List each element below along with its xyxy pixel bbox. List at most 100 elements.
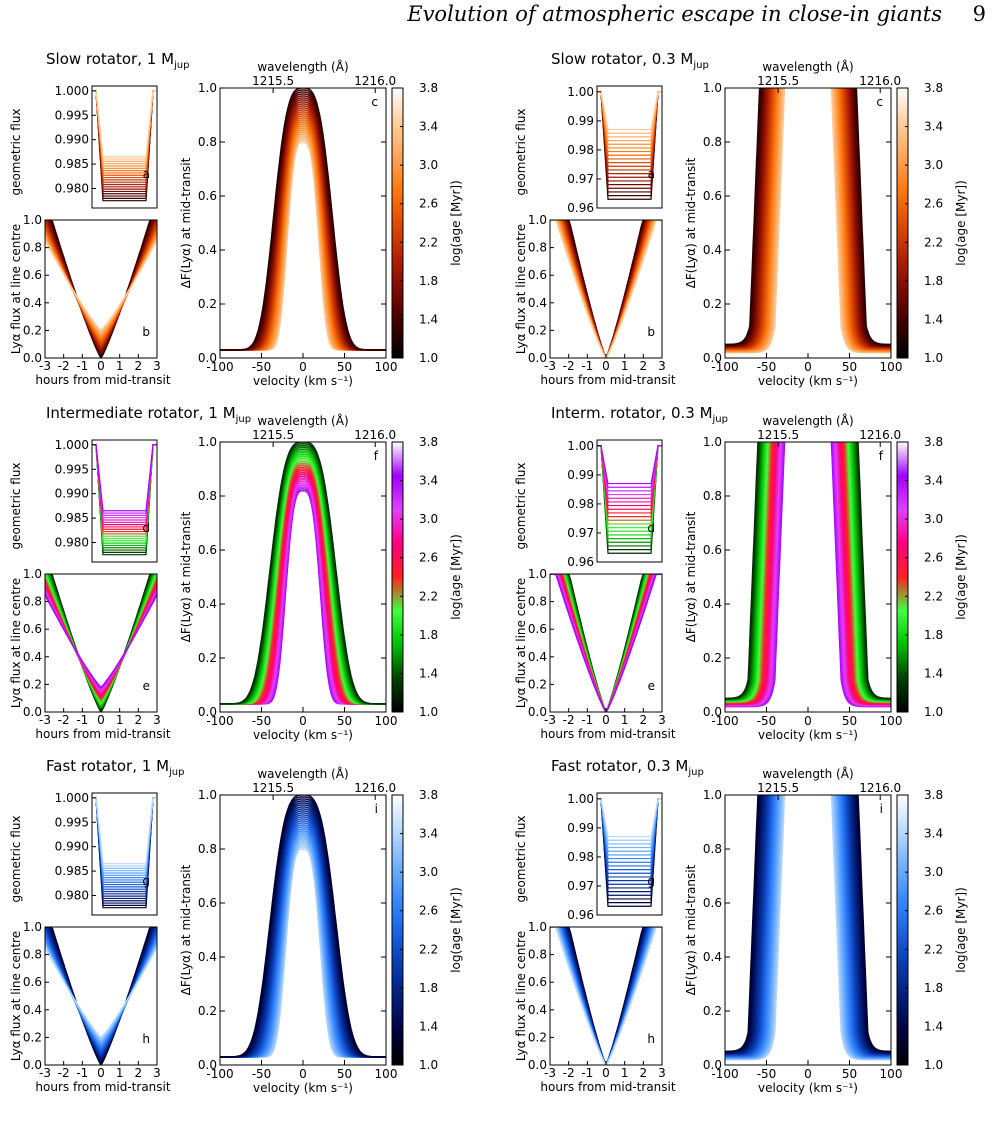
lya-ytick-label: 0.8 [528, 595, 547, 609]
velocity-profile [220, 453, 386, 705]
lya-curve [45, 594, 157, 689]
lya-ytick-label: 0.8 [23, 948, 42, 962]
geo-ytick-label: 0.99 [567, 114, 594, 128]
velocity-profile [220, 828, 386, 1058]
main-ytick-label: 0.0 [703, 351, 722, 365]
main-ytick-label: 0.8 [198, 489, 217, 503]
lya-ytick-label: 0.6 [528, 622, 547, 636]
geo-lines [92, 444, 157, 556]
colorbar-label: log(age [Myr]) [954, 887, 968, 973]
lya-xtick-label: 3 [658, 713, 666, 727]
main-xlabel: velocity (km s⁻¹) [253, 728, 353, 742]
panel-slow-1mjup: Slow rotator, 1 Mjup1.0000.9950.9900.985… [9, 50, 463, 388]
velocity-profile [220, 838, 386, 1058]
velocity-profile [725, 442, 891, 702]
geo-ytick-label: 0.97 [567, 879, 594, 893]
page-number: 9 [972, 2, 986, 26]
main-ytick-label: 0.2 [198, 651, 217, 665]
colorbar-tick-label: 2.6 [419, 197, 438, 211]
main-panel-letter: f [879, 449, 884, 463]
main-xtick-label: 50 [842, 360, 857, 374]
geo-ytick-label: 0.96 [567, 555, 594, 569]
lya-ytick-label: 1.0 [528, 567, 547, 581]
geo-panel-letter: g [142, 874, 150, 888]
lya-ytick-label: 0.2 [528, 677, 547, 691]
velocity-profile [220, 125, 386, 351]
geo-ytick-label: 1.00 [567, 792, 594, 806]
main-top-label: wavelength (Å) [257, 413, 348, 428]
colorbar-tick-label: 1.4 [924, 312, 943, 326]
lya-xtick-label: 1 [621, 1066, 629, 1080]
panel-title-sub: jup [692, 60, 708, 71]
geo-ytick-label: 0.98 [567, 143, 594, 157]
lya-xtick-label: -2 [563, 713, 575, 727]
geo-transit-curve [597, 445, 662, 485]
geo-frame [596, 85, 663, 209]
lya-curve [550, 574, 662, 712]
velocity-profile [220, 113, 386, 351]
geo-frame [596, 792, 663, 916]
panel-title-sub: jup [712, 414, 728, 425]
geo-ytick-label: 0.995 [55, 108, 89, 122]
lya-curve [45, 221, 157, 348]
geo-ylabel: geometric flux [9, 462, 23, 549]
colorbar-tick-label: 1.0 [924, 351, 943, 365]
main-panel-letter: c [371, 95, 378, 109]
colorbar-tick-label: 3.8 [924, 81, 943, 95]
main-top-tick-label: 1216.0 [859, 781, 901, 795]
main-ytick-label: 0.2 [198, 297, 217, 311]
panel-title-sub: jup [168, 767, 184, 778]
velocity-profile [725, 442, 891, 700]
colorbar-tick-label: 3.4 [924, 827, 943, 841]
lya-lines [45, 927, 157, 1065]
main-ytick-label: 1.0 [198, 435, 217, 449]
geo-ytick-label: 1.000 [55, 791, 89, 805]
lya-ytick-label: 0.6 [23, 975, 42, 989]
main-xtick-label: 0 [804, 714, 812, 728]
velocity-profile [220, 444, 386, 705]
lya-curve [45, 229, 157, 342]
geo-transit-curve [597, 91, 662, 131]
velocity-profile [220, 462, 386, 705]
velocity-profile [220, 830, 386, 1058]
velocity-profile [220, 455, 386, 705]
colorbar-tick-label: 1.4 [419, 666, 438, 680]
lya-ytick-label: 0.6 [23, 622, 42, 636]
main-panel-letter: f [374, 449, 379, 463]
main-ytick-label: 0.0 [198, 351, 217, 365]
panel-title-sub: jup [173, 60, 189, 71]
velocity-profile [725, 88, 891, 347]
lya-ytick-label: 0.8 [23, 241, 42, 255]
colorbar-tick-label: 3.0 [924, 158, 943, 172]
geo-transit-curve [597, 798, 662, 841]
velocity-profile [725, 88, 891, 349]
lya-ytick-label: 0.0 [528, 705, 547, 719]
lya-curve [45, 574, 157, 706]
lya-curve [550, 220, 662, 358]
main-panel-letter: i [880, 802, 883, 816]
lya-xtick-label: 1 [116, 713, 124, 727]
main-ytick-label: 0.2 [703, 651, 722, 665]
geo-ytick-label: 0.97 [567, 172, 594, 186]
lya-ylabel: Lyα flux at line centre [9, 931, 23, 1061]
colorbar-tick-label: 2.6 [924, 197, 943, 211]
velocity-profile [220, 103, 386, 351]
main-ytick-label: 0.2 [703, 297, 722, 311]
geo-ytick-label: 0.985 [55, 864, 89, 878]
lya-xlabel: hours from mid-transit [35, 727, 170, 741]
velocity-profile [725, 795, 891, 1053]
main-xtick-label: 100 [375, 360, 398, 374]
panel-inter-03mjup: Interm. rotator, 0.3 Mjup1.000.990.980.9… [514, 404, 968, 742]
colorbar [896, 794, 909, 1066]
velocity-profile [220, 471, 386, 705]
colorbar-tick-label: 3.4 [924, 120, 943, 134]
main-xlabel: velocity (km s⁻¹) [253, 1081, 353, 1095]
main-xtick-label: 100 [375, 1067, 398, 1081]
lya-xtick-label: 1 [621, 359, 629, 373]
lya-curve [45, 938, 157, 1048]
main-ytick-label: 0.4 [703, 597, 722, 611]
lya-curve [45, 581, 157, 699]
main-ytick-label: 0.0 [198, 705, 217, 719]
main-ytick-label: 0.6 [703, 543, 722, 557]
geo-ytick-label: 1.00 [567, 439, 594, 453]
